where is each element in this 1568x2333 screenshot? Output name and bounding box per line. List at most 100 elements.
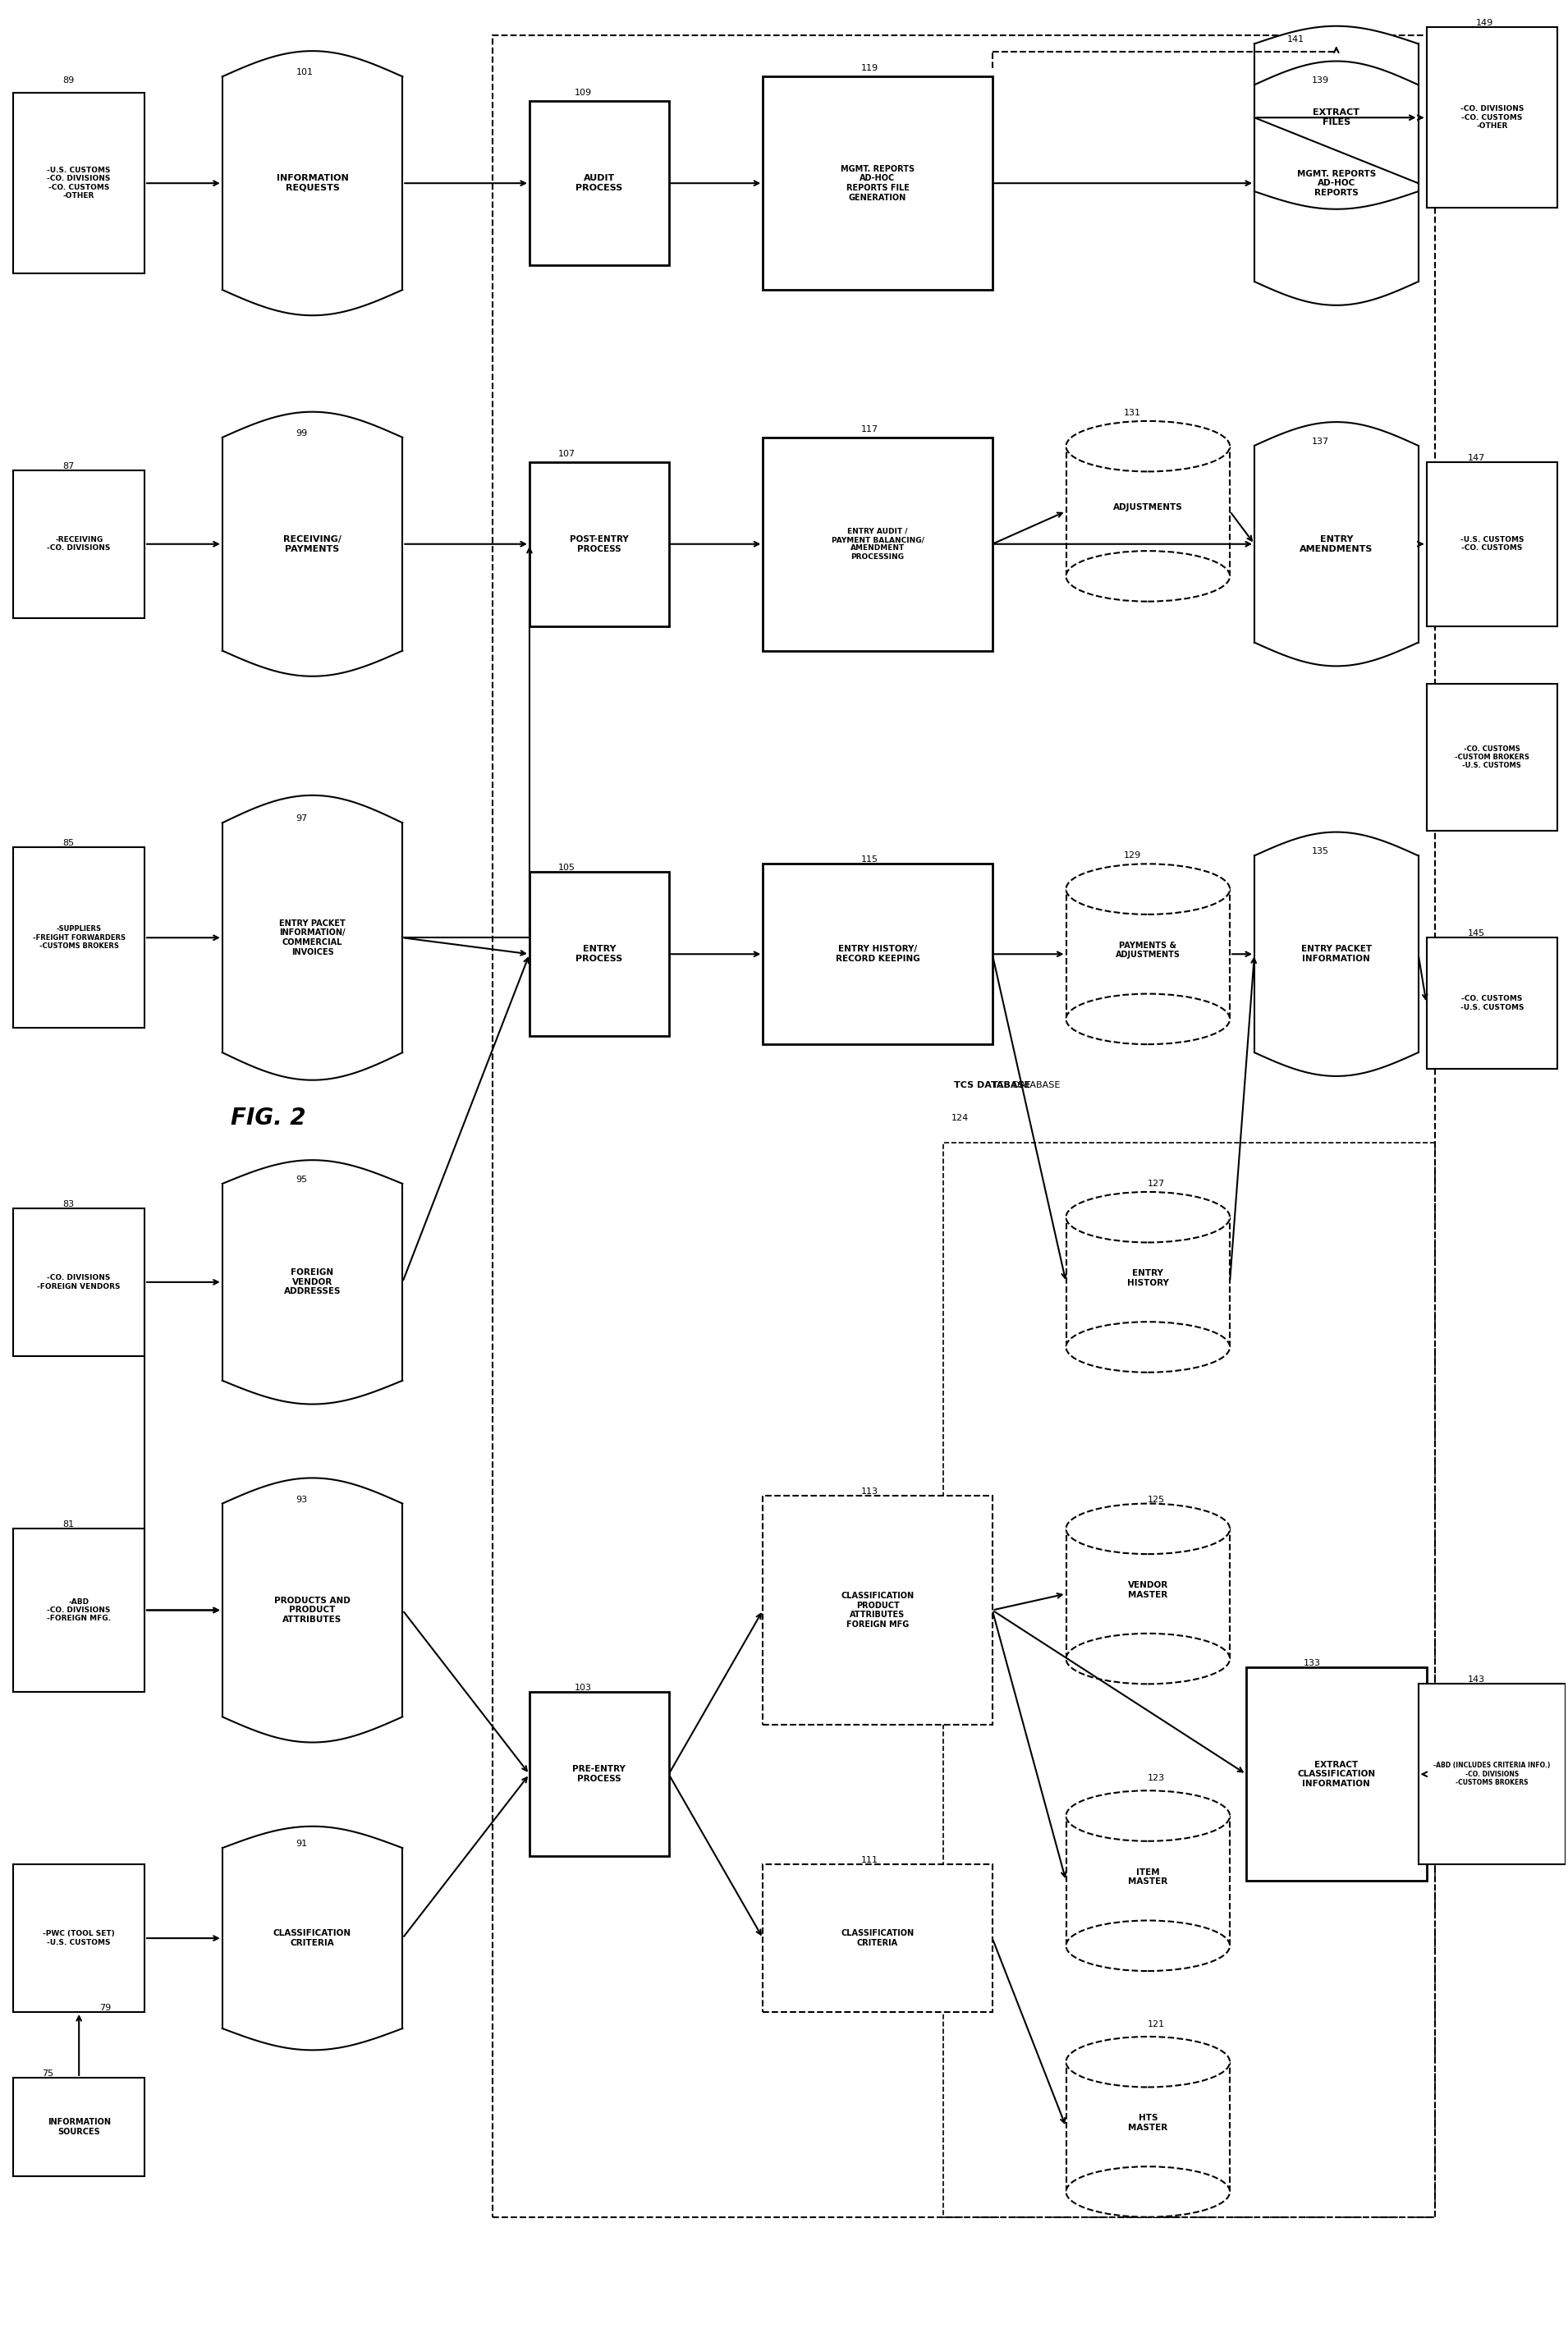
FancyBboxPatch shape bbox=[223, 1502, 403, 1717]
Text: RECEIVING/
PAYMENTS: RECEIVING/ PAYMENTS bbox=[284, 534, 342, 553]
FancyBboxPatch shape bbox=[1066, 889, 1229, 1020]
Text: 145: 145 bbox=[1468, 929, 1485, 938]
Ellipse shape bbox=[1066, 420, 1229, 471]
FancyBboxPatch shape bbox=[14, 1528, 144, 1691]
FancyBboxPatch shape bbox=[1066, 2062, 1229, 2191]
Text: ITEM
MASTER: ITEM MASTER bbox=[1127, 1869, 1168, 1885]
Text: 124: 124 bbox=[952, 1115, 969, 1122]
Text: CLASSIFICATION
CRITERIA: CLASSIFICATION CRITERIA bbox=[840, 1929, 914, 1948]
FancyBboxPatch shape bbox=[530, 462, 668, 625]
Text: ENTRY AUDIT /
PAYMENT BALANCING/
AMENDMENT
PROCESSING: ENTRY AUDIT / PAYMENT BALANCING/ AMENDME… bbox=[831, 527, 924, 560]
Text: ENTRY
PROCESS: ENTRY PROCESS bbox=[575, 945, 622, 964]
FancyBboxPatch shape bbox=[764, 1495, 993, 1724]
Text: 111: 111 bbox=[861, 1857, 878, 1864]
Text: CLASSIFICATION
PRODUCT
ATTRIBUTES
FOREIGN MFG: CLASSIFICATION PRODUCT ATTRIBUTES FOREIG… bbox=[840, 1591, 914, 1628]
Ellipse shape bbox=[1066, 1192, 1229, 1243]
Text: 105: 105 bbox=[558, 863, 575, 873]
FancyBboxPatch shape bbox=[764, 436, 993, 651]
Text: CLASSIFICATION
CRITERIA: CLASSIFICATION CRITERIA bbox=[273, 1929, 351, 1948]
FancyBboxPatch shape bbox=[14, 847, 144, 1029]
Text: 121: 121 bbox=[1148, 2020, 1165, 2027]
Text: ENTRY
AMENDMENTS: ENTRY AMENDMENTS bbox=[1300, 534, 1374, 553]
Text: VENDOR
MASTER: VENDOR MASTER bbox=[1127, 1582, 1168, 1598]
Text: PRODUCTS AND
PRODUCT
ATTRIBUTES: PRODUCTS AND PRODUCT ATTRIBUTES bbox=[274, 1596, 351, 1624]
Text: ENTRY PACKET
INFORMATION/
COMMERCIAL
INVOICES: ENTRY PACKET INFORMATION/ COMMERCIAL INV… bbox=[279, 919, 345, 957]
FancyBboxPatch shape bbox=[223, 77, 403, 289]
Text: 103: 103 bbox=[574, 1684, 591, 1691]
FancyBboxPatch shape bbox=[1247, 1668, 1427, 1880]
Text: 129: 129 bbox=[1123, 852, 1142, 861]
FancyBboxPatch shape bbox=[1427, 938, 1557, 1069]
FancyBboxPatch shape bbox=[530, 100, 668, 266]
Text: 83: 83 bbox=[63, 1199, 74, 1208]
Text: 85: 85 bbox=[63, 840, 74, 847]
Text: 81: 81 bbox=[63, 1521, 74, 1528]
FancyBboxPatch shape bbox=[530, 873, 668, 1036]
Text: 123: 123 bbox=[1148, 1773, 1165, 1782]
Text: -CO. DIVISIONS
-FOREIGN VENDORS: -CO. DIVISIONS -FOREIGN VENDORS bbox=[38, 1274, 121, 1290]
Text: MGMT. REPORTS
AD-HOC
REPORTS FILE
GENERATION: MGMT. REPORTS AD-HOC REPORTS FILE GENERA… bbox=[840, 166, 914, 201]
Text: HTS
MASTER: HTS MASTER bbox=[1127, 2114, 1168, 2132]
Text: 109: 109 bbox=[574, 89, 591, 98]
FancyBboxPatch shape bbox=[14, 1208, 144, 1355]
Text: 107: 107 bbox=[558, 450, 575, 457]
Text: 115: 115 bbox=[861, 856, 878, 863]
Text: POST-ENTRY
PROCESS: POST-ENTRY PROCESS bbox=[569, 534, 629, 553]
FancyBboxPatch shape bbox=[14, 471, 144, 618]
Text: 113: 113 bbox=[861, 1486, 878, 1495]
Ellipse shape bbox=[1066, 1792, 1229, 1841]
Ellipse shape bbox=[1066, 1920, 1229, 1971]
Text: AUDIT
PROCESS: AUDIT PROCESS bbox=[575, 175, 622, 191]
Text: -CO. CUSTOMS
-U.S. CUSTOMS: -CO. CUSTOMS -U.S. CUSTOMS bbox=[1460, 996, 1524, 1010]
Text: 91: 91 bbox=[296, 1841, 307, 1848]
Text: 143: 143 bbox=[1468, 1675, 1485, 1684]
Text: 75: 75 bbox=[42, 2069, 53, 2079]
Text: -PWC (TOOL SET)
-U.S. CUSTOMS: -PWC (TOOL SET) -U.S. CUSTOMS bbox=[42, 1929, 114, 1946]
Text: 95: 95 bbox=[296, 1176, 307, 1183]
FancyBboxPatch shape bbox=[1427, 684, 1557, 831]
Text: EXTRACT
CLASSIFICATION
INFORMATION: EXTRACT CLASSIFICATION INFORMATION bbox=[1297, 1761, 1375, 1787]
FancyBboxPatch shape bbox=[1254, 856, 1417, 1052]
Text: -ABD
-CO. DIVISIONS
-FOREIGN MFG.: -ABD -CO. DIVISIONS -FOREIGN MFG. bbox=[47, 1598, 111, 1621]
Text: -ABD (INCLUDES CRITERIA INFO.)
-CO. DIVISIONS
-CUSTOMS BROKERS: -ABD (INCLUDES CRITERIA INFO.) -CO. DIVI… bbox=[1433, 1761, 1551, 1787]
FancyBboxPatch shape bbox=[1066, 1528, 1229, 1659]
Text: -U.S. CUSTOMS
-CO. DIVISIONS
-CO. CUSTOMS
-OTHER: -U.S. CUSTOMS -CO. DIVISIONS -CO. CUSTOM… bbox=[47, 166, 111, 201]
Text: 99: 99 bbox=[296, 429, 307, 436]
Text: INFORMATION
REQUESTS: INFORMATION REQUESTS bbox=[276, 175, 348, 191]
Ellipse shape bbox=[1066, 1502, 1229, 1554]
Text: 135: 135 bbox=[1312, 847, 1330, 856]
Text: 137: 137 bbox=[1312, 436, 1330, 446]
Text: EXTRACT
FILES: EXTRACT FILES bbox=[1312, 110, 1359, 126]
Text: MGMT. REPORTS
AD-HOC
REPORTS: MGMT. REPORTS AD-HOC REPORTS bbox=[1297, 170, 1375, 196]
Text: 87: 87 bbox=[63, 462, 74, 471]
FancyBboxPatch shape bbox=[1066, 446, 1229, 576]
Ellipse shape bbox=[1066, 1633, 1229, 1684]
Text: -CO. CUSTOMS
-CUSTOM BROKERS
-U.S. CUSTOMS: -CO. CUSTOMS -CUSTOM BROKERS -U.S. CUSTO… bbox=[1455, 744, 1529, 770]
Text: PAYMENTS &
ADJUSTMENTS: PAYMENTS & ADJUSTMENTS bbox=[1115, 943, 1181, 959]
Ellipse shape bbox=[1066, 551, 1229, 602]
Text: 101: 101 bbox=[296, 68, 314, 77]
FancyBboxPatch shape bbox=[223, 1183, 403, 1381]
FancyBboxPatch shape bbox=[14, 93, 144, 273]
Text: INFORMATION
SOURCES: INFORMATION SOURCES bbox=[47, 2118, 111, 2135]
Ellipse shape bbox=[1066, 994, 1229, 1045]
FancyBboxPatch shape bbox=[1066, 1815, 1229, 1946]
Text: 89: 89 bbox=[63, 77, 74, 84]
Text: 97: 97 bbox=[296, 814, 307, 824]
Text: -SUPPLIERS
-FREIGHT FORWARDERS
-CUSTOMS BROKERS: -SUPPLIERS -FREIGHT FORWARDERS -CUSTOMS … bbox=[33, 926, 125, 950]
FancyBboxPatch shape bbox=[764, 1864, 993, 2011]
Text: 119: 119 bbox=[861, 65, 878, 72]
FancyBboxPatch shape bbox=[1254, 446, 1417, 642]
FancyBboxPatch shape bbox=[1427, 28, 1557, 208]
Text: 141: 141 bbox=[1287, 35, 1305, 44]
Ellipse shape bbox=[1066, 2037, 1229, 2088]
Text: 131: 131 bbox=[1123, 408, 1140, 418]
FancyBboxPatch shape bbox=[14, 1864, 144, 2011]
Text: -RECEIVING
-CO. DIVISIONS: -RECEIVING -CO. DIVISIONS bbox=[47, 537, 111, 553]
FancyBboxPatch shape bbox=[1427, 462, 1557, 625]
Text: ENTRY PACKET
INFORMATION: ENTRY PACKET INFORMATION bbox=[1301, 945, 1372, 964]
FancyBboxPatch shape bbox=[1254, 44, 1417, 191]
Text: 93: 93 bbox=[296, 1495, 307, 1502]
Text: PRE-ENTRY
PROCESS: PRE-ENTRY PROCESS bbox=[572, 1766, 626, 1782]
Text: 139: 139 bbox=[1312, 77, 1330, 84]
